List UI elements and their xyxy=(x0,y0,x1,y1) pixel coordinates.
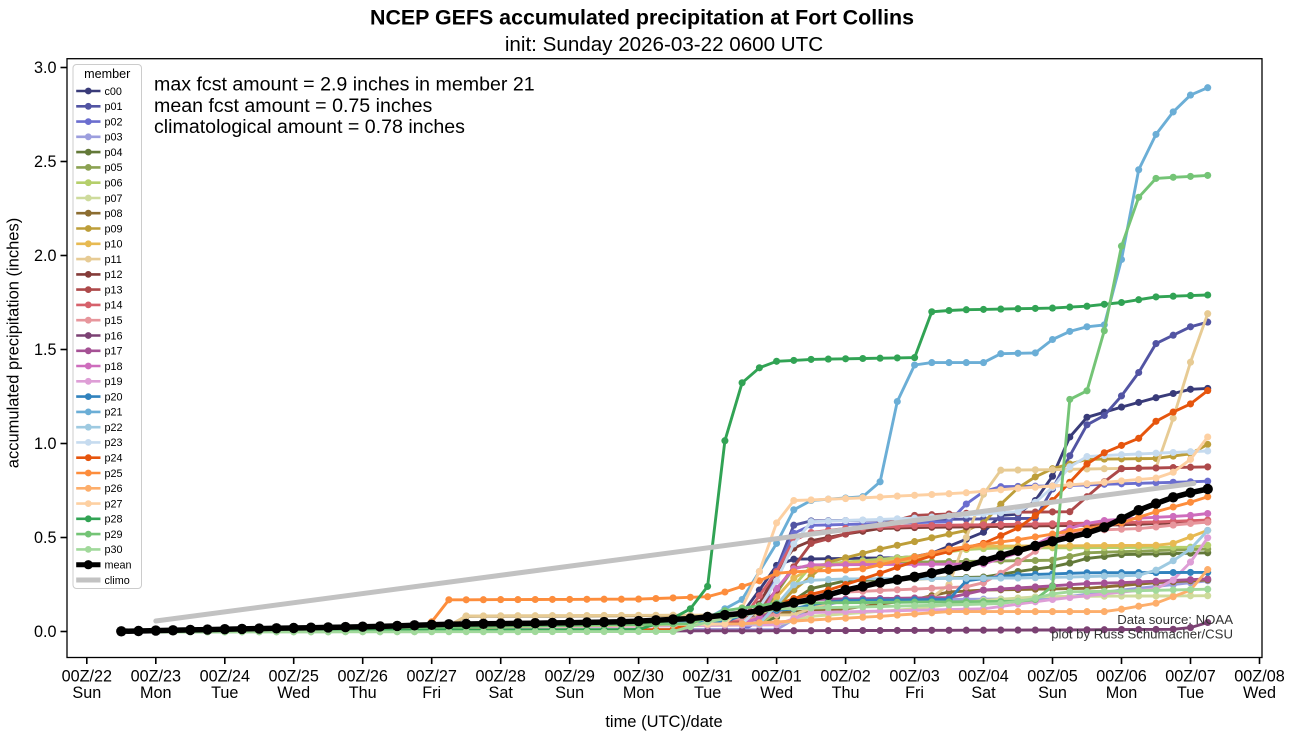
svg-text:p14: p14 xyxy=(105,300,123,312)
svg-text:00Z/25: 00Z/25 xyxy=(268,668,318,686)
svg-text:00Z/22: 00Z/22 xyxy=(62,668,112,686)
svg-text:3.0: 3.0 xyxy=(34,59,57,77)
svg-text:p28: p28 xyxy=(105,514,123,526)
svg-text:p23: p23 xyxy=(105,437,123,449)
svg-text:00Z/04: 00Z/04 xyxy=(958,668,1008,686)
svg-text:p16: p16 xyxy=(105,330,123,342)
svg-text:00Z/26: 00Z/26 xyxy=(337,668,387,686)
svg-text:0.5: 0.5 xyxy=(34,529,57,547)
svg-text:00Z/06: 00Z/06 xyxy=(1096,668,1146,686)
svg-text:p01: p01 xyxy=(105,101,123,113)
svg-text:p03: p03 xyxy=(105,132,123,144)
svg-text:Mon: Mon xyxy=(140,684,172,702)
svg-text:Wed: Wed xyxy=(277,684,310,702)
svg-text:NCEP GEFS accumulated precipit: NCEP GEFS accumulated precipitation at F… xyxy=(370,6,914,30)
svg-text:00Z/30: 00Z/30 xyxy=(613,668,663,686)
svg-text:p10: p10 xyxy=(105,239,123,251)
svg-text:p27: p27 xyxy=(105,498,123,510)
svg-text:Wed: Wed xyxy=(760,684,793,702)
svg-text:Tue: Tue xyxy=(211,684,238,702)
svg-text:00Z/08: 00Z/08 xyxy=(1234,668,1284,686)
svg-text:Wed: Wed xyxy=(1243,684,1276,702)
svg-text:Tue: Tue xyxy=(694,684,721,702)
svg-text:00Z/23: 00Z/23 xyxy=(131,668,181,686)
svg-text:2.5: 2.5 xyxy=(34,153,57,171)
svg-text:00Z/07: 00Z/07 xyxy=(1165,668,1215,686)
svg-text:plot by Russ Schumacher/CSU: plot by Russ Schumacher/CSU xyxy=(1051,627,1233,642)
svg-text:p20: p20 xyxy=(105,391,123,403)
svg-text:time (UTC)/date: time (UTC)/date xyxy=(605,713,722,731)
svg-text:mean: mean xyxy=(105,560,132,572)
svg-text:00Z/01: 00Z/01 xyxy=(751,668,801,686)
svg-text:Thu: Thu xyxy=(349,684,377,702)
svg-text:Fri: Fri xyxy=(905,684,924,702)
svg-text:Thu: Thu xyxy=(832,684,860,702)
svg-text:00Z/29: 00Z/29 xyxy=(544,668,594,686)
svg-text:Sun: Sun xyxy=(72,684,101,702)
svg-text:00Z/02: 00Z/02 xyxy=(820,668,870,686)
svg-text:climo: climo xyxy=(105,575,130,587)
svg-text:1.5: 1.5 xyxy=(34,341,57,359)
svg-text:p04: p04 xyxy=(105,147,123,159)
svg-text:00Z/28: 00Z/28 xyxy=(475,668,525,686)
svg-text:accumulated precipitation (inc: accumulated precipitation (inches) xyxy=(5,218,23,468)
svg-text:Mon: Mon xyxy=(1106,684,1138,702)
svg-text:p19: p19 xyxy=(105,376,123,388)
svg-text:member: member xyxy=(84,67,130,81)
svg-text:Data source: NOAA: Data source: NOAA xyxy=(1117,612,1233,627)
svg-text:p15: p15 xyxy=(105,315,123,327)
svg-text:p24: p24 xyxy=(105,453,123,465)
svg-text:00Z/03: 00Z/03 xyxy=(889,668,939,686)
svg-text:p22: p22 xyxy=(105,422,123,434)
svg-text:p25: p25 xyxy=(105,468,123,480)
svg-text:init: Sunday 2026-03-22 0600 U: init: Sunday 2026-03-22 0600 UTC xyxy=(505,33,823,56)
svg-text:Sat: Sat xyxy=(489,684,514,702)
svg-text:Sun: Sun xyxy=(555,684,584,702)
svg-text:00Z/05: 00Z/05 xyxy=(1027,668,1077,686)
svg-text:p13: p13 xyxy=(105,284,123,296)
svg-text:p21: p21 xyxy=(105,407,123,419)
svg-text:p30: p30 xyxy=(105,544,123,556)
svg-text:p06: p06 xyxy=(105,178,123,190)
svg-text:climatological amount = 0.78 i: climatological amount = 0.78 inches xyxy=(154,116,465,138)
svg-text:00Z/31: 00Z/31 xyxy=(682,668,732,686)
svg-text:Mon: Mon xyxy=(623,684,655,702)
svg-text:max fcst amount = 2.9 inches i: max fcst amount = 2.9 inches in member 2… xyxy=(154,74,535,96)
svg-text:p02: p02 xyxy=(105,116,123,128)
svg-text:p26: p26 xyxy=(105,483,123,495)
svg-text:mean fcst amount = 0.75 inches: mean fcst amount = 0.75 inches xyxy=(154,95,432,117)
svg-text:p07: p07 xyxy=(105,193,123,205)
svg-text:c00: c00 xyxy=(105,86,122,98)
svg-text:2.0: 2.0 xyxy=(34,247,57,265)
svg-text:p18: p18 xyxy=(105,361,123,373)
svg-text:p05: p05 xyxy=(105,162,123,174)
svg-text:00Z/27: 00Z/27 xyxy=(406,668,456,686)
svg-text:p09: p09 xyxy=(105,223,123,235)
svg-text:p29: p29 xyxy=(105,529,123,541)
svg-text:00Z/24: 00Z/24 xyxy=(200,668,250,686)
svg-text:Sat: Sat xyxy=(971,684,996,702)
svg-text:Fri: Fri xyxy=(422,684,441,702)
svg-text:0.0: 0.0 xyxy=(34,623,57,641)
svg-text:p11: p11 xyxy=(105,254,122,266)
svg-text:1.0: 1.0 xyxy=(34,435,57,453)
svg-text:Tue: Tue xyxy=(1177,684,1204,702)
svg-text:p12: p12 xyxy=(105,269,123,281)
svg-text:Sun: Sun xyxy=(1038,684,1067,702)
svg-text:p17: p17 xyxy=(105,346,123,358)
svg-text:p08: p08 xyxy=(105,208,123,220)
